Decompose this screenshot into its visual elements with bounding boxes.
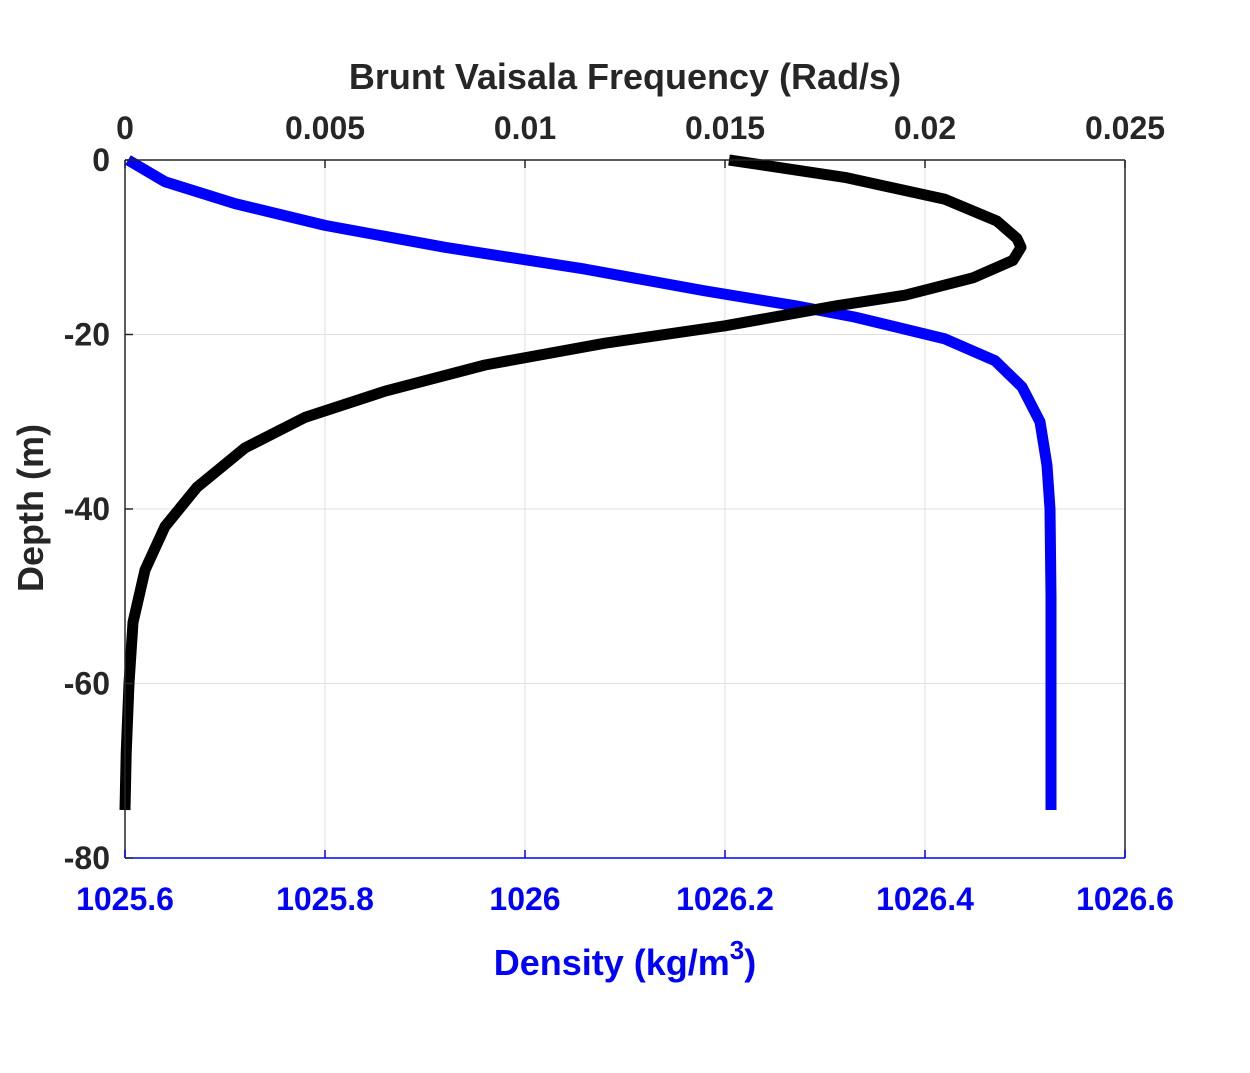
- series-line-density: [125, 155, 1057, 810]
- series-lines: [119, 154, 1057, 811]
- bottom-axis-tick-label: 1025.6: [76, 881, 174, 917]
- bottom-axis-tick-label: 1025.8: [276, 881, 374, 917]
- bottom-axis-title-text: Density (kg/m: [494, 942, 730, 983]
- top-axis-tick-label: 0: [116, 110, 134, 146]
- left-axis-tick-label: -60: [64, 666, 110, 702]
- left-axis-tick-label: -80: [64, 840, 110, 876]
- bottom-axis-tick-label: 1026.4: [876, 881, 974, 917]
- top-axis-tick-label: 0.02: [894, 110, 956, 146]
- bottom-axis-title-close: ): [744, 942, 756, 983]
- bottom-axis-title-superscript: 3: [730, 935, 744, 965]
- bottom-axis-tick-label: 1026.6: [1076, 881, 1174, 917]
- bottom-axis-tick-label: 1026: [489, 881, 560, 917]
- tick-labels: 0 0.005 0.01 0.015 0.02 0.025 1025.6 1025.8 1026…: [64, 110, 1174, 917]
- grid-lines: [125, 160, 1125, 858]
- series-line-frequency: [119, 154, 1027, 811]
- top-axis-tick-label: 0.025: [1085, 110, 1165, 146]
- left-axis-tick-label: 0: [92, 142, 110, 178]
- left-axis-tick-label: -40: [64, 491, 110, 527]
- top-axis-title: Brunt Vaisala Frequency (Rad/s): [349, 56, 901, 97]
- bottom-axis-tick-label: 1026.2: [676, 881, 774, 917]
- top-axis-tick-label: 0.005: [285, 110, 365, 146]
- bottom-axis-title: Density (kg/m3): [494, 935, 757, 983]
- left-axis-tick-label: -20: [64, 317, 110, 353]
- top-axis-tick-label: 0.01: [494, 110, 556, 146]
- axes: [124, 159, 1126, 859]
- left-axis-title: Depth (m): [10, 424, 51, 592]
- top-axis-tick-label: 0.015: [685, 110, 765, 146]
